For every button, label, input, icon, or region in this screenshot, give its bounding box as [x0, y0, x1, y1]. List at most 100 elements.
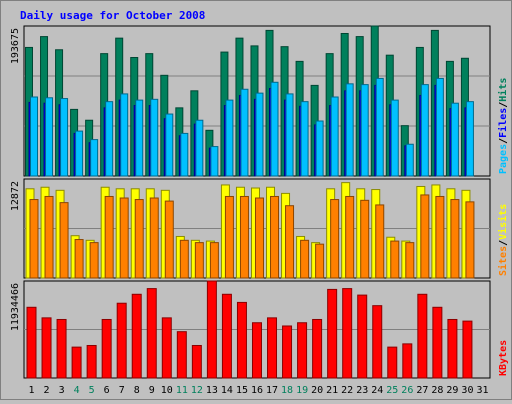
- bar-pages: [420, 84, 429, 177]
- legend-entry: Visits: [497, 204, 509, 240]
- bar-kbytes: [26, 306, 37, 379]
- x-tick-label: 20: [311, 385, 323, 396]
- bar-pages: [435, 77, 444, 177]
- bar-sites: [134, 199, 144, 279]
- x-tick-label: 19: [296, 385, 308, 396]
- bar-kbytes: [267, 317, 278, 379]
- bar-sites: [59, 202, 69, 279]
- legend-entry: /: [498, 240, 509, 246]
- bar-sites: [435, 195, 445, 279]
- bar-sites: [315, 243, 325, 279]
- x-tick-label: 15: [236, 385, 248, 396]
- bar-kbytes: [191, 344, 202, 379]
- x-tick-label: 12: [191, 385, 203, 396]
- bar-sites: [360, 199, 370, 279]
- x-tick-label: 24: [371, 385, 383, 396]
- bar-pages: [465, 101, 474, 177]
- bar-sites: [89, 242, 99, 279]
- bar-pages: [300, 101, 309, 177]
- x-tick-label: 30: [461, 385, 473, 396]
- x-tick-label: 8: [134, 385, 140, 396]
- legend-sites_visits: Sites/Visits: [497, 204, 509, 276]
- bar-pages: [330, 96, 339, 177]
- bar-kbytes: [462, 320, 473, 379]
- bar-kbytes: [161, 317, 172, 379]
- bar-pages: [180, 132, 189, 177]
- x-tick-label: 27: [416, 385, 428, 396]
- x-tick-label: 4: [74, 385, 80, 396]
- x-tick-label: 17: [266, 385, 278, 396]
- x-tick-label: 7: [119, 385, 125, 396]
- bar-pages: [75, 130, 84, 177]
- bar-sites: [345, 195, 355, 279]
- chart-title: Daily usage for October 2008: [20, 9, 205, 22]
- y-max-label: 12872: [10, 181, 21, 211]
- x-tick-label: 6: [104, 385, 110, 396]
- bar-pages: [165, 113, 174, 177]
- bar-pages: [60, 98, 69, 177]
- bar-sites: [420, 194, 430, 279]
- bar-kbytes: [447, 318, 458, 379]
- bar-pages: [270, 81, 279, 177]
- bar-kbytes: [387, 346, 398, 379]
- bar-pages: [90, 139, 99, 177]
- bar-sites: [104, 195, 114, 279]
- bar-pages: [225, 99, 234, 177]
- bar-kbytes: [357, 294, 368, 379]
- x-tick-label: 29: [446, 385, 458, 396]
- bar-kbytes: [236, 301, 247, 379]
- bar-sites: [285, 205, 295, 279]
- legend-entry: Pages: [498, 144, 509, 174]
- bar-sites: [44, 195, 54, 279]
- bar-pages: [120, 93, 129, 177]
- x-tick-label: 26: [401, 385, 413, 396]
- x-tick-label: 28: [431, 385, 443, 396]
- bar-sites: [209, 242, 219, 279]
- bar-sites: [164, 200, 174, 279]
- bar-kbytes: [206, 280, 217, 379]
- bar-sites: [300, 239, 310, 279]
- bar-kbytes: [116, 302, 127, 379]
- x-tick-label: 22: [341, 385, 353, 396]
- bar-pages: [240, 88, 249, 177]
- bar-kbytes: [327, 288, 338, 379]
- bar-kbytes: [131, 293, 142, 379]
- bar-pages: [315, 120, 324, 177]
- bar-kbytes: [402, 343, 413, 379]
- x-tick-label: 16: [251, 385, 263, 396]
- bar-pages: [195, 119, 204, 177]
- legend-entry: Files: [497, 108, 509, 138]
- x-tick-label: 11: [176, 385, 188, 396]
- x-tick-label: 1: [29, 385, 35, 396]
- bar-kbytes: [101, 318, 112, 379]
- bar-sites: [149, 197, 159, 279]
- x-tick-label: 25: [386, 385, 398, 396]
- bar-kbytes: [432, 306, 443, 379]
- bar-kbytes: [176, 331, 187, 379]
- bar-kbytes: [41, 317, 52, 379]
- x-tick-label: 5: [89, 385, 95, 396]
- bar-kbytes: [56, 318, 67, 379]
- bar-pages: [150, 98, 159, 177]
- y-max-label: 11934466: [10, 283, 21, 331]
- bar-sites: [74, 239, 84, 279]
- bar-pages: [450, 102, 459, 177]
- legend-entry: Hits: [497, 78, 509, 102]
- bar-pages: [405, 143, 414, 177]
- y-max-label: 193675: [10, 28, 21, 64]
- x-tick-label: 31: [476, 385, 488, 396]
- bar-sites: [375, 204, 385, 279]
- bar-sites: [29, 199, 39, 279]
- bar-sites: [450, 199, 460, 279]
- bar-pages: [105, 101, 114, 177]
- bar-pages: [30, 96, 38, 177]
- bar-sites: [179, 239, 189, 279]
- bar-kbytes: [146, 288, 157, 379]
- x-tick-label: 23: [356, 385, 368, 396]
- legend-entry: Sites: [497, 246, 509, 276]
- bar-sites: [224, 195, 234, 279]
- bar-kbytes: [251, 322, 262, 379]
- bar-pages: [360, 84, 369, 177]
- bar-pages: [390, 99, 399, 177]
